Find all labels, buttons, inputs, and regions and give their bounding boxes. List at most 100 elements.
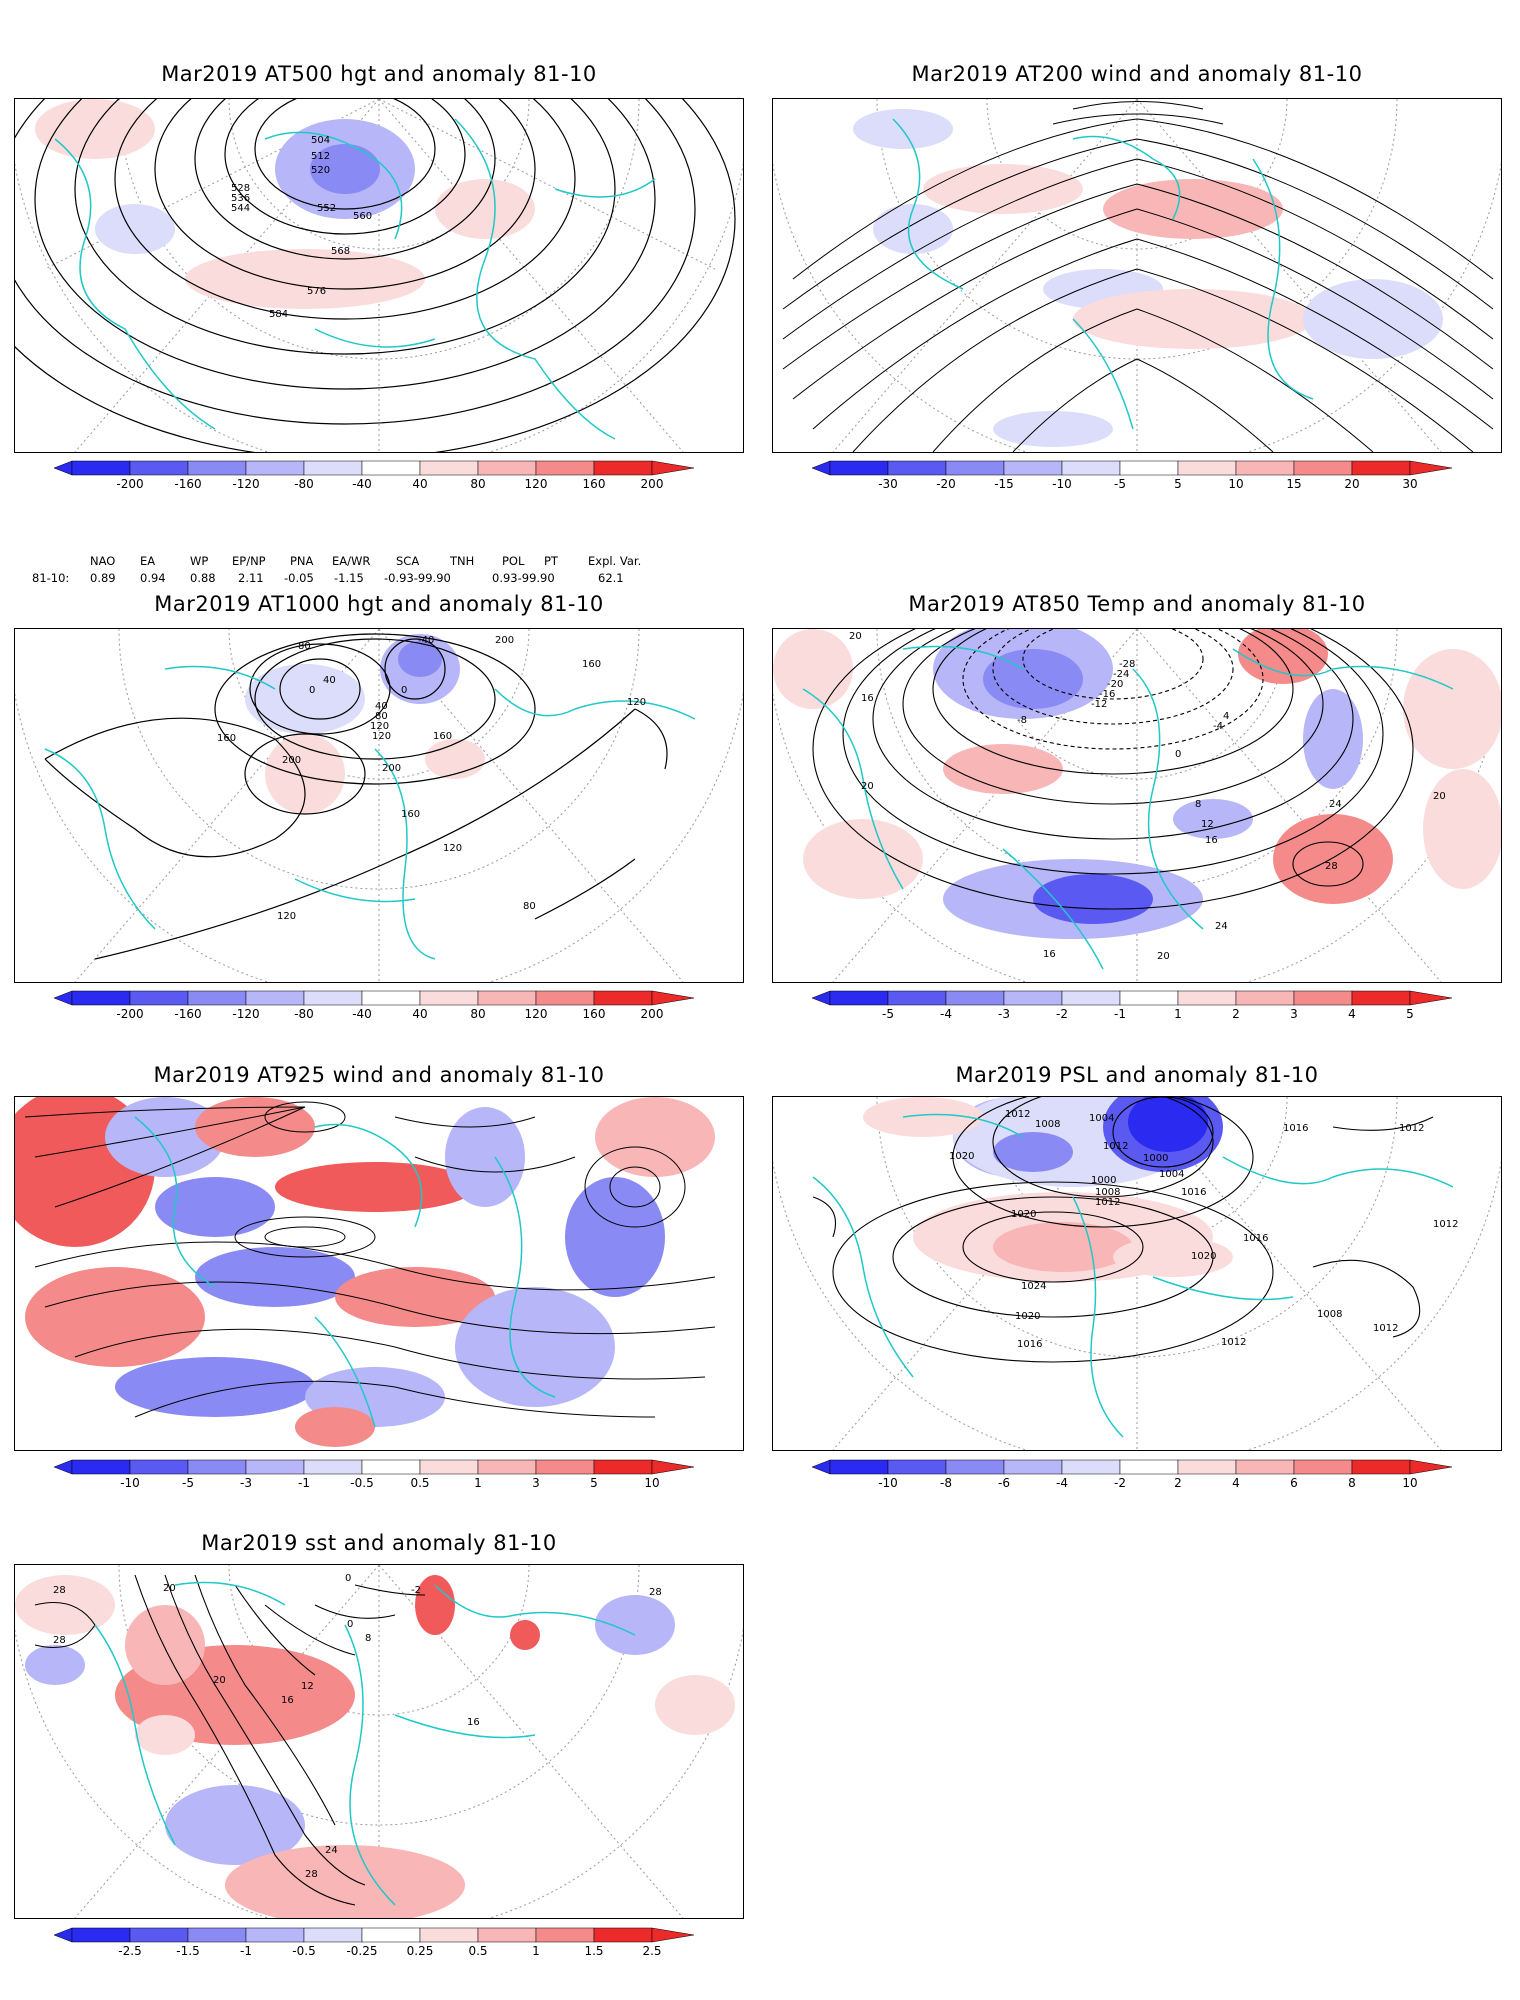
- contour-label: 1012: [1095, 1197, 1120, 1208]
- colorbar-tick: -4: [940, 1007, 952, 1021]
- contour-label: 160: [582, 659, 601, 670]
- contour-label: 12: [301, 1681, 314, 1692]
- contour-label: 160: [433, 731, 452, 742]
- colorbar-tick: 200: [640, 1007, 664, 1021]
- contour-label: 528: [231, 183, 250, 194]
- colorbar-tick: -2: [1114, 1476, 1126, 1490]
- panel-title: Mar2019 AT1000 hgt and anomaly 81-10: [154, 592, 604, 616]
- contour-label: 160: [401, 809, 420, 820]
- contour-label: 120: [627, 697, 646, 708]
- colorbar-tick: 160: [582, 477, 606, 491]
- contour-label: 0: [1175, 749, 1181, 760]
- colorbar-tick: -1: [1114, 1007, 1126, 1021]
- colorbar-tick: 0.5: [468, 1944, 488, 1958]
- contour-label: 536: [231, 193, 250, 204]
- colorbar-tick: 4: [1348, 1007, 1356, 1021]
- colorbar-scale: [811, 1459, 1453, 1475]
- contour-label: 1000: [1091, 1175, 1116, 1186]
- contour-label: 0: [401, 685, 407, 696]
- contour-label: -2: [411, 1585, 421, 1596]
- contour-label: 1012: [1373, 1323, 1398, 1334]
- map-at200: [773, 99, 1501, 452]
- colorbar-tick: -3: [998, 1007, 1010, 1021]
- contour-label: -40: [418, 635, 434, 646]
- colorbar-tick: -40: [352, 477, 372, 491]
- coastlines: [94, 1581, 636, 1906]
- index-value: -1.15: [334, 571, 364, 585]
- map-psl: 1012 1008 1004 1012 1000 1004 1000 1008 …: [773, 1097, 1501, 1450]
- contour-label: 0: [345, 1573, 351, 1584]
- colorbar-tick: 1: [1174, 1007, 1182, 1021]
- contour-label: 80: [298, 641, 311, 652]
- panel-title: Mar2019 AT850 Temp and anomaly 81-10: [908, 592, 1366, 616]
- colorbar-tick: 1: [474, 1476, 482, 1490]
- colorbar-scale: [53, 1459, 695, 1475]
- contour-label: 520: [311, 165, 330, 176]
- anomaly-shading: [15, 1097, 715, 1447]
- contour-label: 200: [495, 635, 514, 646]
- colorbar-tick: -3: [240, 1476, 252, 1490]
- colorbar-tick: 2: [1232, 1007, 1240, 1021]
- contour-label: -4: [1213, 721, 1223, 732]
- coastlines: [892, 118, 1314, 430]
- index-header: EP/NP: [232, 554, 266, 568]
- height-contours: [15, 99, 736, 452]
- contour-label: 28: [53, 1585, 66, 1596]
- index-value: -0.93-99.90: [384, 571, 451, 585]
- contour-label: 0: [347, 1619, 353, 1630]
- index-header: NAO: [90, 554, 116, 568]
- index-header: EA/WR: [332, 554, 371, 568]
- colorbar-scale: [811, 460, 1453, 476]
- anomaly-shading: [853, 109, 1443, 447]
- colorbar-tick: 40: [412, 477, 428, 491]
- contour-labels: -40 80 40 0 0 40 80 120 120 160 160 160 …: [217, 635, 646, 922]
- contour-label: 28: [53, 1635, 66, 1646]
- colorbar-tick: 40: [412, 1007, 428, 1021]
- contour-label: 120: [370, 721, 389, 732]
- colorbar-tick: -200: [116, 477, 144, 491]
- colorbar-tick: -4: [1056, 1476, 1068, 1490]
- colorbar-tick: -1: [298, 1476, 310, 1490]
- contour-label: 24: [325, 1845, 338, 1856]
- colorbar-tick: -15: [994, 477, 1014, 491]
- contour-label: 1020: [1011, 1209, 1036, 1220]
- contour-label: 1012: [1103, 1141, 1128, 1152]
- colorbar-tick: 200: [640, 477, 664, 491]
- colorbar-tick: 2.5: [642, 1944, 662, 1958]
- contour-label: 16: [467, 1717, 480, 1728]
- colorbar-tick: -20: [936, 477, 956, 491]
- contour-label: 20: [1157, 951, 1170, 962]
- contour-labels: 504 512 520 528 536 544 552 560 568 576 …: [231, 135, 372, 320]
- contour-label: 568: [331, 246, 350, 257]
- colorbar-tick: 0.5: [410, 1476, 430, 1490]
- colorbar-tick: -30: [878, 477, 898, 491]
- colorbar-tick: -2.5: [118, 1944, 142, 1958]
- contour-label: 560: [353, 211, 372, 222]
- contour-label: 200: [382, 763, 401, 774]
- panel-title: Mar2019 AT200 wind and anomaly 81-10: [911, 62, 1363, 86]
- colorbar-tick: -120: [232, 477, 260, 491]
- colorbar-tick: -8: [940, 1476, 952, 1490]
- map-frame: 20 16 20 -28 -24 -20 -16 -12 -8 0 -4 4 8…: [772, 628, 1502, 983]
- colorbar-tick: 8: [1348, 1476, 1356, 1490]
- panel-title: Mar2019 AT925 wind and anomaly 81-10: [153, 1063, 605, 1087]
- contour-label: 120: [372, 731, 391, 742]
- contour-labels: 28 28 20 20 16 12 8 0 0 -2 24 28 16 28: [53, 1573, 662, 1880]
- contour-label: 16: [1043, 949, 1056, 960]
- contour-label: 504: [311, 135, 330, 146]
- colorbar-tick: -10: [1052, 477, 1072, 491]
- colorbar: -30 -20 -15 -10 -5 5 10 15 20 30: [811, 460, 1453, 494]
- contour-label: 552: [317, 203, 336, 214]
- contour-label: 1020: [1015, 1311, 1040, 1322]
- contour-label: 200: [282, 755, 301, 766]
- contour-label: 28: [1325, 861, 1338, 872]
- contour-label: 1016: [1243, 1233, 1268, 1244]
- colorbar-tick: -80: [294, 477, 314, 491]
- index-value: 0.93-99.90: [492, 571, 555, 585]
- index-header: SCA: [396, 554, 420, 568]
- map-at1000: -40 80 40 0 0 40 80 120 120 160 160 160 …: [15, 629, 743, 982]
- colorbar-tick: 5: [1174, 477, 1182, 491]
- index-header: Expl. Var.: [588, 554, 642, 568]
- contour-label: 20: [861, 781, 874, 792]
- contour-label: 1004: [1159, 1169, 1184, 1180]
